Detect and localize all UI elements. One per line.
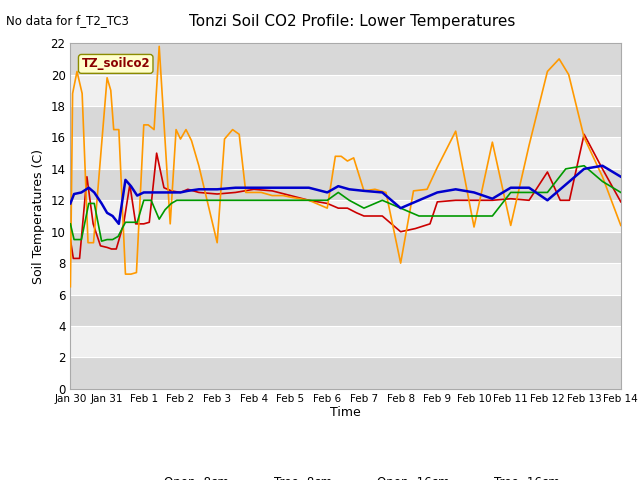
Bar bbox=[70, 137, 621, 169]
Y-axis label: Soil Temperatures (C): Soil Temperatures (C) bbox=[32, 148, 45, 284]
Bar bbox=[70, 74, 621, 106]
Bar bbox=[70, 326, 621, 358]
Bar bbox=[70, 169, 621, 200]
Bar bbox=[70, 263, 621, 295]
Text: No data for f_T2_TC3: No data for f_T2_TC3 bbox=[6, 14, 129, 27]
Bar bbox=[70, 200, 621, 232]
Text: TZ_soilco2: TZ_soilco2 bbox=[81, 58, 150, 71]
Bar bbox=[70, 232, 621, 263]
X-axis label: Time: Time bbox=[330, 407, 361, 420]
Legend: Open -8cm, Tree -8cm, Open -16cm, Tree -16cm: Open -8cm, Tree -8cm, Open -16cm, Tree -… bbox=[127, 471, 564, 480]
Bar bbox=[70, 43, 621, 74]
Bar bbox=[70, 106, 621, 137]
Bar bbox=[70, 358, 621, 389]
Text: Tonzi Soil CO2 Profile: Lower Temperatures: Tonzi Soil CO2 Profile: Lower Temperatur… bbox=[189, 14, 515, 29]
Bar bbox=[70, 295, 621, 326]
